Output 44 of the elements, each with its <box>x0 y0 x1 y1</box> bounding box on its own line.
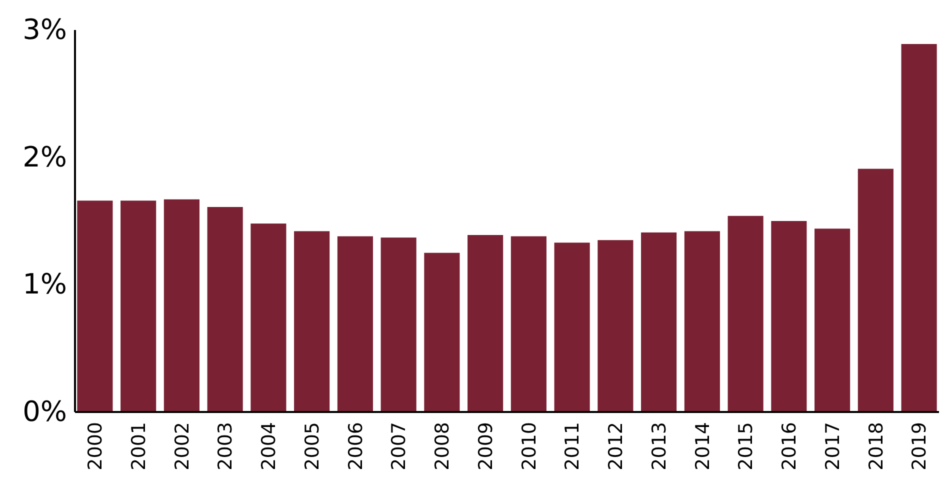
bar <box>207 206 243 412</box>
bar <box>120 200 156 412</box>
x-tick-label: 2003 <box>214 422 237 470</box>
x-tick-label: 2007 <box>388 422 410 470</box>
bar <box>337 236 373 412</box>
bar <box>250 224 286 412</box>
x-tick-label: 2002 <box>171 422 194 470</box>
bar <box>771 221 807 412</box>
x-tick-label: 2006 <box>344 422 367 470</box>
bar <box>380 238 416 412</box>
x-tick-label: 2005 <box>301 422 324 470</box>
y-tick-label: 2% <box>22 140 67 174</box>
x-tick-label: 2018 <box>865 422 888 470</box>
y-tick-label: 0% <box>22 394 67 428</box>
bar <box>858 168 894 412</box>
x-tick-label: 2016 <box>778 422 801 470</box>
bar <box>468 235 504 412</box>
y-tick-label: 1% <box>22 268 67 301</box>
bar <box>814 228 850 412</box>
bar <box>77 200 113 412</box>
x-tick-label: 2012 <box>605 422 628 470</box>
bar <box>294 231 330 412</box>
bar <box>728 216 764 412</box>
bar <box>510 236 546 412</box>
bar <box>598 240 634 412</box>
x-tick-label: 2009 <box>474 422 497 470</box>
x-tick-label: 2004 <box>258 422 280 470</box>
x-tick-label: 2013 <box>648 422 670 470</box>
x-tick-label: 2017 <box>822 422 844 470</box>
x-tick-label: 2001 <box>128 422 150 470</box>
x-tick-label: 2014 <box>692 422 714 470</box>
bar <box>901 44 937 412</box>
bar <box>641 232 677 412</box>
bar <box>164 199 200 412</box>
bar <box>424 252 460 412</box>
bar <box>554 242 590 412</box>
x-tick-label: 2011 <box>562 422 584 470</box>
x-tick-label: 2015 <box>735 422 758 470</box>
x-tick-label: 2010 <box>518 422 540 470</box>
x-tick-label: 2000 <box>84 422 107 470</box>
x-tick-label: 2008 <box>432 422 454 470</box>
y-tick-label: 3% <box>22 12 67 46</box>
x-tick-label: 2019 <box>908 422 931 470</box>
bar <box>684 231 720 412</box>
